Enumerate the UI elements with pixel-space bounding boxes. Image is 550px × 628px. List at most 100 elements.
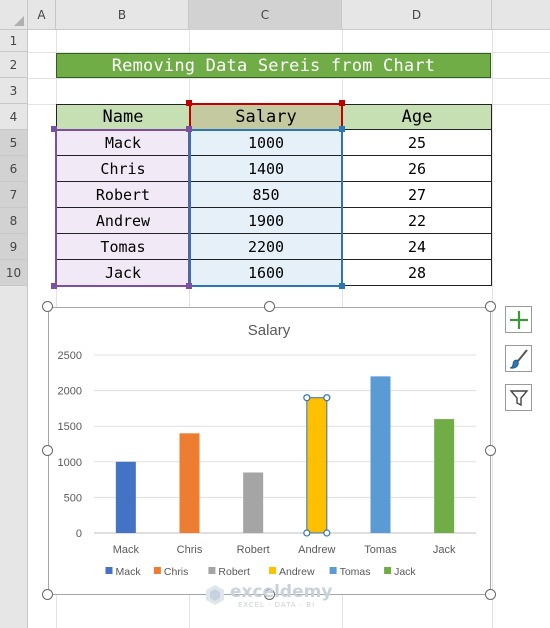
- range-handle[interactable]: [339, 283, 345, 289]
- range-handle[interactable]: [339, 126, 345, 132]
- gridline: [28, 52, 550, 53]
- header-age[interactable]: Age: [342, 104, 492, 130]
- y-tick-label: 2500: [58, 350, 82, 362]
- cell-salary[interactable]: 1900: [189, 208, 343, 234]
- range-handle[interactable]: [186, 100, 192, 106]
- column-header-a[interactable]: A: [28, 0, 56, 30]
- row-header-8[interactable]: 8: [0, 208, 28, 234]
- chart-resize-handle[interactable]: [42, 445, 53, 456]
- select-all-corner[interactable]: [0, 0, 28, 30]
- bar-mack[interactable]: [115, 461, 136, 533]
- column-header-d[interactable]: D: [342, 0, 492, 30]
- header-name[interactable]: Name: [56, 104, 190, 130]
- data-point-handle[interactable]: [323, 529, 331, 537]
- data-point-handle[interactable]: [303, 529, 311, 537]
- chart-elements-button[interactable]: [505, 306, 532, 333]
- row-header-7[interactable]: 7: [0, 182, 28, 208]
- legend-label-chris[interactable]: Chris: [164, 566, 189, 578]
- row-header-9[interactable]: 9: [0, 234, 28, 260]
- chart-plot[interactable]: Salary 0 500 1000 1500 2000 2500 Mack Chris Rob…: [49, 308, 490, 594]
- cell-name[interactable]: Andrew: [56, 208, 190, 234]
- name-range-highlight: [55, 129, 190, 287]
- y-tick-label: 0: [76, 528, 82, 540]
- header-salary[interactable]: Salary: [189, 104, 343, 130]
- column-header-b[interactable]: B: [56, 0, 189, 30]
- chart-resize-handle[interactable]: [485, 589, 496, 600]
- legend-swatch-chris[interactable]: [153, 567, 161, 574]
- y-tick-label: 1500: [58, 421, 82, 433]
- cell-name[interactable]: Chris: [56, 156, 190, 182]
- chart-filters-button[interactable]: [505, 384, 532, 411]
- row-header-4[interactable]: 4: [0, 104, 28, 130]
- cell-salary[interactable]: 850: [189, 182, 343, 208]
- range-handle[interactable]: [186, 126, 192, 132]
- salary-chart[interactable]: Salary 0 500 1000 1500 2000 2500 Mack Chris Rob…: [48, 307, 491, 595]
- range-handle[interactable]: [339, 100, 345, 106]
- range-handle[interactable]: [51, 126, 57, 132]
- row-header-1[interactable]: 1: [0, 30, 28, 52]
- chart-resize-handle[interactable]: [485, 445, 496, 456]
- bar-robert[interactable]: [243, 472, 264, 533]
- legend-label-mack[interactable]: Mack: [116, 566, 142, 578]
- cell-age[interactable]: 28: [342, 260, 492, 286]
- y-tick-label: 500: [64, 492, 82, 504]
- bar-tomas[interactable]: [370, 376, 391, 533]
- cell-name[interactable]: Mack: [56, 130, 190, 156]
- cell-salary[interactable]: 1000: [189, 130, 343, 156]
- chart-resize-handle[interactable]: [264, 301, 275, 312]
- x-category-label: Robert: [237, 544, 270, 556]
- legend-label-tomas[interactable]: Tomas: [340, 566, 371, 578]
- chart-elements-icon: [509, 310, 528, 329]
- legend-swatch-jack[interactable]: [384, 567, 392, 574]
- legend-swatch-robert[interactable]: [208, 567, 216, 574]
- row-header-3[interactable]: 3: [0, 78, 28, 104]
- x-category-label: Chris: [177, 544, 203, 556]
- cell-salary[interactable]: 1400: [189, 156, 343, 182]
- chart-resize-handle[interactable]: [42, 301, 53, 312]
- bar-jack[interactable]: [434, 419, 455, 533]
- range-handle[interactable]: [186, 283, 192, 289]
- legend-swatch-mack[interactable]: [105, 567, 113, 574]
- bar-chris[interactable]: [179, 433, 200, 533]
- watermark-name: exceldemy: [230, 582, 333, 602]
- watermark-tagline: EXCEL · DATA · BI: [238, 601, 316, 609]
- row-header-filler: [0, 286, 28, 628]
- x-category-label: Tomas: [364, 544, 397, 556]
- chart-resize-handle[interactable]: [485, 301, 496, 312]
- bar-andrew[interactable]: [306, 397, 328, 534]
- gridline: [492, 30, 493, 628]
- chart-filters-icon: [508, 389, 529, 406]
- chart-resize-handle[interactable]: [42, 589, 53, 600]
- cell-age[interactable]: 26: [342, 156, 492, 182]
- legend-label-jack[interactable]: Jack: [394, 566, 416, 578]
- row-header-10[interactable]: 10: [0, 260, 28, 286]
- cell-age[interactable]: 24: [342, 234, 492, 260]
- salary-header-highlight: [189, 103, 343, 130]
- x-category-label: Andrew: [298, 544, 335, 556]
- chart-title[interactable]: Salary: [248, 322, 291, 339]
- sheet-title[interactable]: Removing Data Sereis from Chart: [56, 53, 491, 78]
- data-point-handle[interactable]: [303, 394, 311, 402]
- range-handle[interactable]: [51, 283, 57, 289]
- chart-resize-handle[interactable]: [264, 589, 275, 600]
- legend-label-andrew[interactable]: Andrew: [279, 566, 315, 578]
- y-tick-label: 2000: [58, 386, 82, 398]
- exceldemy-watermark: exceldemy EXCEL · DATA · BI: [204, 582, 354, 612]
- exceldemy-logo-icon: [206, 585, 224, 605]
- row-header-2[interactable]: 2: [0, 52, 28, 78]
- cell-age[interactable]: 25: [342, 130, 492, 156]
- legend-swatch-andrew[interactable]: [269, 567, 276, 574]
- cell-age[interactable]: 22: [342, 208, 492, 234]
- legend-label-robert[interactable]: Robert: [218, 566, 250, 578]
- row-header-5[interactable]: 5: [0, 130, 28, 156]
- chart-styles-button[interactable]: [505, 345, 532, 372]
- column-header-c[interactable]: C: [189, 0, 342, 30]
- legend-swatch-tomas[interactable]: [329, 567, 337, 574]
- cell-salary[interactable]: 2200: [189, 234, 343, 260]
- row-header-6[interactable]: 6: [0, 156, 28, 182]
- cell-age[interactable]: 27: [342, 182, 492, 208]
- cell-name[interactable]: Robert: [56, 182, 190, 208]
- gridline: [28, 78, 550, 79]
- data-point-handle[interactable]: [323, 394, 331, 402]
- chart-styles-icon: [509, 348, 528, 369]
